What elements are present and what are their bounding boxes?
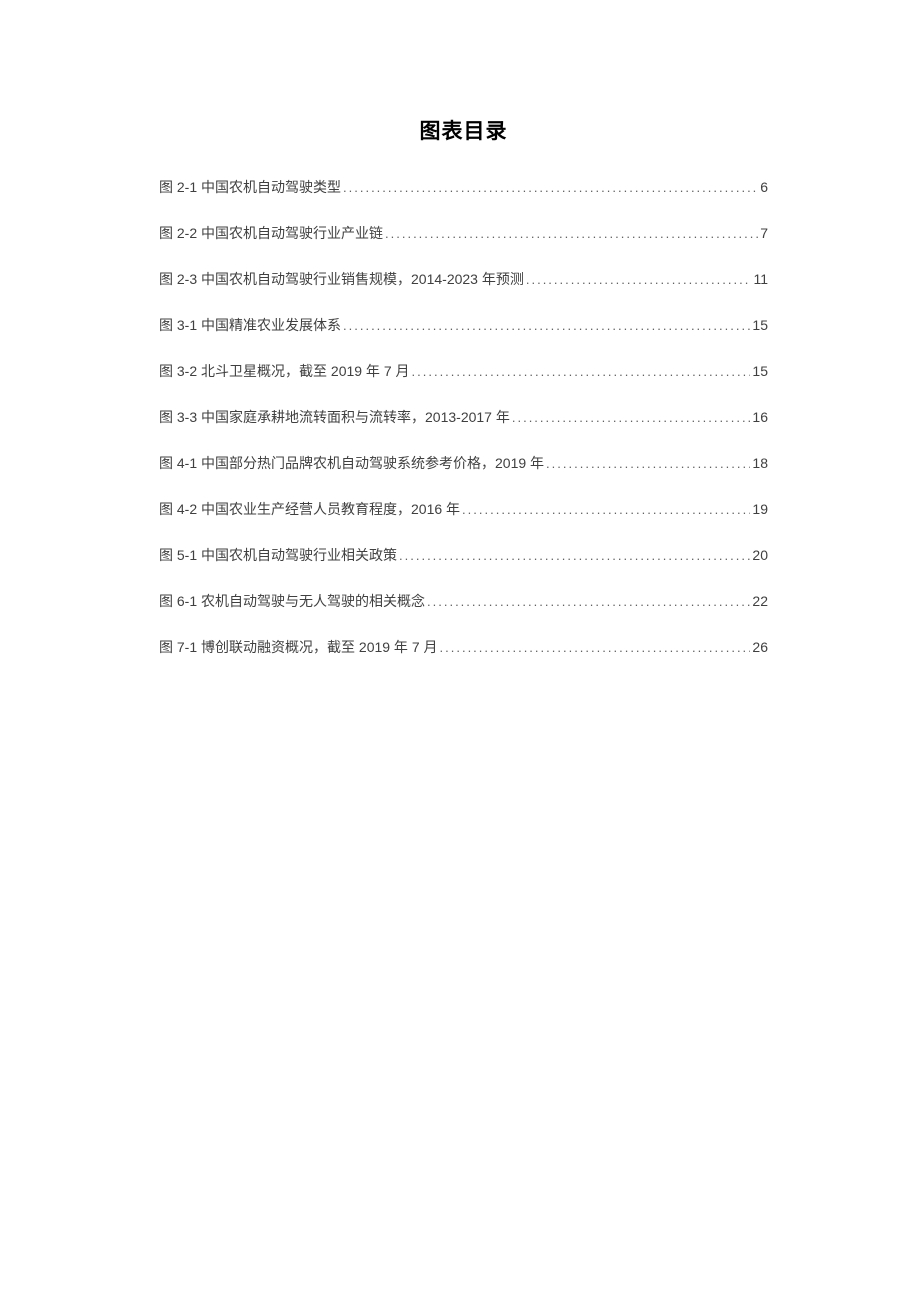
toc-leader bbox=[412, 364, 751, 379]
toc-item-label: 图 3-2 北斗卫星概况，截至 2019 年 7 月 bbox=[159, 361, 410, 381]
toc-item: 图 3-3 中国家庭承耕地流转面积与流转率，2013-2017 年 16 bbox=[159, 407, 768, 427]
toc-leader bbox=[385, 226, 758, 241]
page-content: 图表目录 图 2-1 中国农机自动驾驶类型 6 图 2-2 中国农机自动驾驶行业… bbox=[0, 0, 920, 657]
toc-leader bbox=[462, 502, 750, 517]
toc-item-page: 22 bbox=[752, 593, 768, 609]
toc-item-label: 图 3-3 中国家庭承耕地流转面积与流转率，2013-2017 年 bbox=[159, 407, 510, 427]
toc-item: 图 4-2 中国农业生产经营人员教育程度，2016 年 19 bbox=[159, 499, 768, 519]
toc-item-label: 图 2-3 中国农机自动驾驶行业销售规模，2014-2023 年预测 bbox=[159, 269, 524, 289]
toc-item: 图 4-1 中国部分热门品牌农机自动驾驶系统参考价格，2019 年 18 bbox=[159, 453, 768, 473]
toc-item-label: 图 4-2 中国农业生产经营人员教育程度，2016 年 bbox=[159, 499, 460, 519]
toc-item-page: 11 bbox=[753, 271, 768, 287]
toc-item-page: 20 bbox=[752, 547, 768, 563]
toc-item-page: 6 bbox=[760, 179, 768, 195]
toc-title: 图表目录 bbox=[159, 115, 768, 145]
toc-item-label: 图 3-1 中国精准农业发展体系 bbox=[159, 315, 341, 335]
toc-item: 图 7-1 博创联动融资概况，截至 2019 年 7 月 26 bbox=[159, 637, 768, 657]
toc-item-label: 图 7-1 博创联动融资概况，截至 2019 年 7 月 bbox=[159, 637, 438, 657]
toc-item: 图 2-1 中国农机自动驾驶类型 6 bbox=[159, 177, 768, 197]
toc-item-label: 图 2-2 中国农机自动驾驶行业产业链 bbox=[159, 223, 383, 243]
toc-list: 图 2-1 中国农机自动驾驶类型 6 图 2-2 中国农机自动驾驶行业产业链 7… bbox=[159, 177, 768, 657]
toc-item-page: 15 bbox=[752, 363, 768, 379]
toc-item-page: 16 bbox=[752, 409, 768, 425]
toc-item: 图 2-2 中国农机自动驾驶行业产业链 7 bbox=[159, 223, 768, 243]
toc-item: 图 3-2 北斗卫星概况，截至 2019 年 7 月 15 bbox=[159, 361, 768, 381]
toc-leader bbox=[546, 456, 750, 471]
toc-leader bbox=[399, 548, 750, 563]
toc-item: 图 3-1 中国精准农业发展体系 15 bbox=[159, 315, 768, 335]
toc-item-label: 图 6-1 农机自动驾驶与无人驾驶的相关概念 bbox=[159, 591, 425, 611]
toc-leader bbox=[440, 640, 751, 655]
toc-item-label: 图 2-1 中国农机自动驾驶类型 bbox=[159, 177, 341, 197]
toc-item-page: 15 bbox=[752, 317, 768, 333]
toc-leader bbox=[526, 272, 752, 287]
toc-leader bbox=[343, 180, 758, 195]
toc-item-page: 19 bbox=[752, 501, 768, 517]
toc-item-label: 图 4-1 中国部分热门品牌农机自动驾驶系统参考价格，2019 年 bbox=[159, 453, 544, 473]
toc-leader bbox=[512, 410, 751, 425]
toc-item-label: 图 5-1 中国农机自动驾驶行业相关政策 bbox=[159, 545, 397, 565]
toc-item: 图 2-3 中国农机自动驾驶行业销售规模，2014-2023 年预测 11 bbox=[159, 269, 768, 289]
toc-item-page: 7 bbox=[760, 225, 768, 241]
toc-leader bbox=[427, 594, 750, 609]
toc-leader bbox=[343, 318, 750, 333]
toc-item: 图 5-1 中国农机自动驾驶行业相关政策 20 bbox=[159, 545, 768, 565]
toc-item: 图 6-1 农机自动驾驶与无人驾驶的相关概念 22 bbox=[159, 591, 768, 611]
toc-item-page: 18 bbox=[752, 455, 768, 471]
toc-item-page: 26 bbox=[752, 639, 768, 655]
